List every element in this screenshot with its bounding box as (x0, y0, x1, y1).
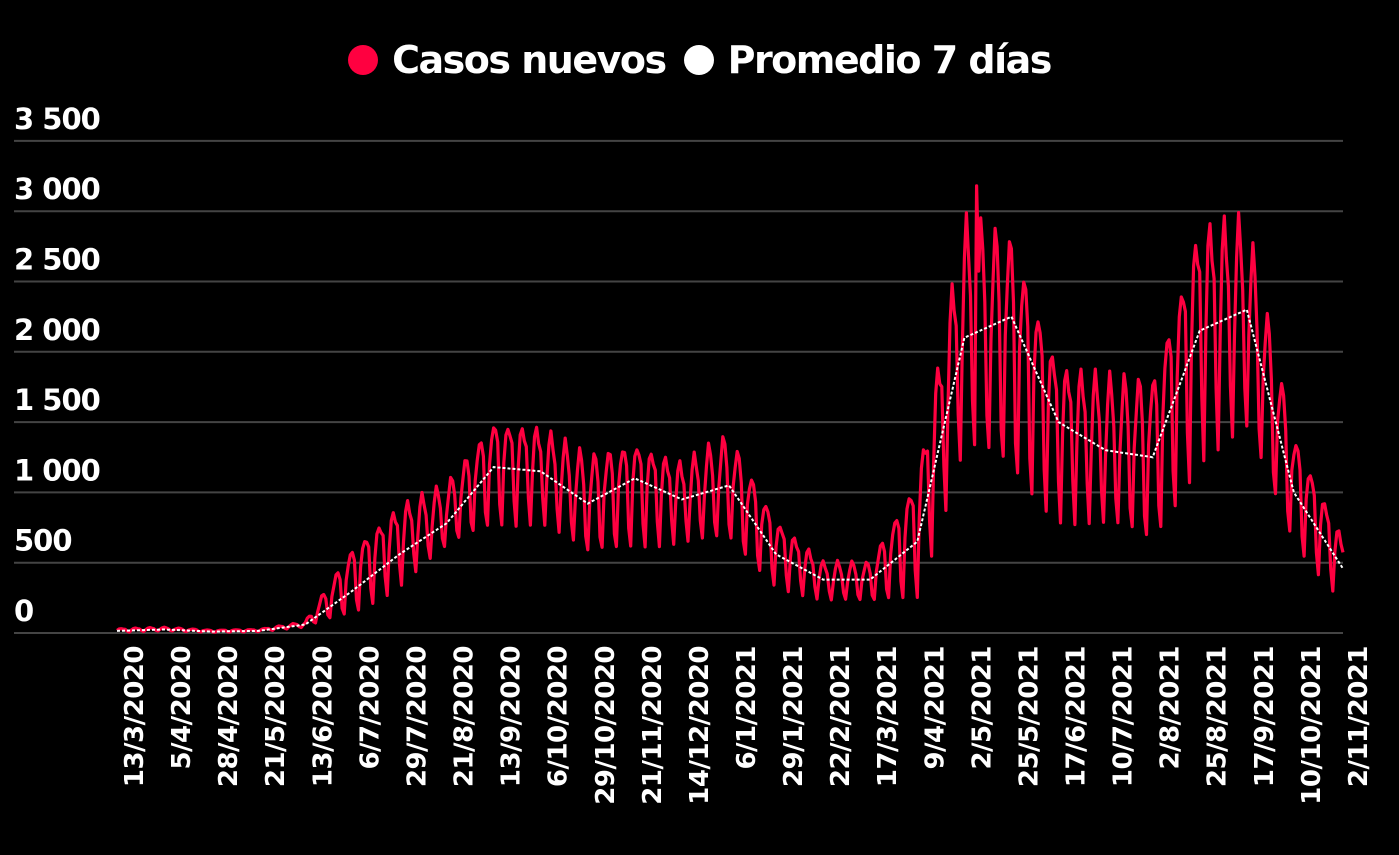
series-promedio-7-dias (116, 308, 1344, 633)
y-tick-label: 1 000 (14, 453, 100, 487)
x-tick-label: 21/8/2020 (450, 646, 480, 787)
x-tick-label: 9/4/2021 (920, 646, 950, 770)
x-tick-label: 10/7/2021 (1109, 646, 1139, 787)
legend-dot-white-icon (683, 45, 714, 75)
x-tick-label: 6/7/2020 (355, 646, 385, 770)
x-tick-label: 21/11/2020 (638, 646, 668, 805)
x-tick-label: 14/12/2020 (685, 646, 715, 805)
x-tick-label: 25/8/2021 (1203, 646, 1233, 787)
x-tick-label: 6/1/2021 (732, 646, 762, 770)
x-tick-label: 17/9/2021 (1250, 646, 1280, 787)
x-tick-label: 13/9/2020 (497, 646, 527, 787)
x-tick-label: 28/4/2020 (214, 646, 244, 787)
x-tick-label: 13/6/2020 (308, 646, 338, 787)
x-axis-labels: 13/3/2020 5/4/2020 28/4/2020 21/5/2020 13/6/… (120, 646, 1374, 805)
x-tick-label: 2/5/2021 (967, 646, 997, 770)
legend-label: Casos nuevos (392, 38, 667, 82)
legend-item-casos-nuevos: Casos nuevos (348, 38, 667, 82)
chart-legend: Casos nuevos Promedio 7 días (0, 38, 1399, 82)
x-tick-label: 5/4/2020 (167, 646, 197, 770)
y-tick-label: 3 500 (14, 102, 100, 136)
y-tick-label: 1 500 (14, 383, 100, 417)
legend-item-promedio: Promedio 7 días (683, 38, 1053, 82)
y-tick-label: 2 500 (14, 243, 100, 277)
y-tick-label: 2 000 (14, 313, 100, 347)
x-tick-label: 29/10/2020 (591, 646, 621, 805)
y-tick-label: 500 (14, 524, 72, 558)
x-tick-label: 29/7/2020 (402, 646, 432, 787)
x-tick-label: 21/5/2020 (261, 646, 291, 787)
legend-label: Promedio 7 días (727, 38, 1053, 82)
x-tick-label: 25/5/2021 (1014, 646, 1044, 787)
x-tick-label: 17/6/2021 (1062, 646, 1092, 787)
y-axis-labels: 0 500 1 000 1 500 2 000 2 500 3 000 3 500 (14, 102, 101, 628)
x-tick-label: 6/10/2020 (544, 646, 574, 787)
x-tick-label: 17/3/2021 (873, 646, 903, 787)
legend-dot-red-icon (348, 45, 379, 75)
y-tick-label: 3 000 (14, 172, 100, 206)
series-casos-nuevos (116, 184, 1345, 634)
gridlines (14, 139, 1343, 634)
x-tick-label: 10/10/2021 (1297, 646, 1327, 805)
x-tick-label: 22/2/2021 (826, 646, 856, 787)
x-tick-label: 13/3/2020 (120, 646, 150, 787)
x-tick-label: 29/1/2021 (779, 646, 809, 787)
y-tick-label: 0 (14, 594, 33, 628)
x-tick-label: 2/11/2021 (1344, 646, 1374, 787)
x-tick-label: 2/8/2021 (1156, 646, 1186, 770)
